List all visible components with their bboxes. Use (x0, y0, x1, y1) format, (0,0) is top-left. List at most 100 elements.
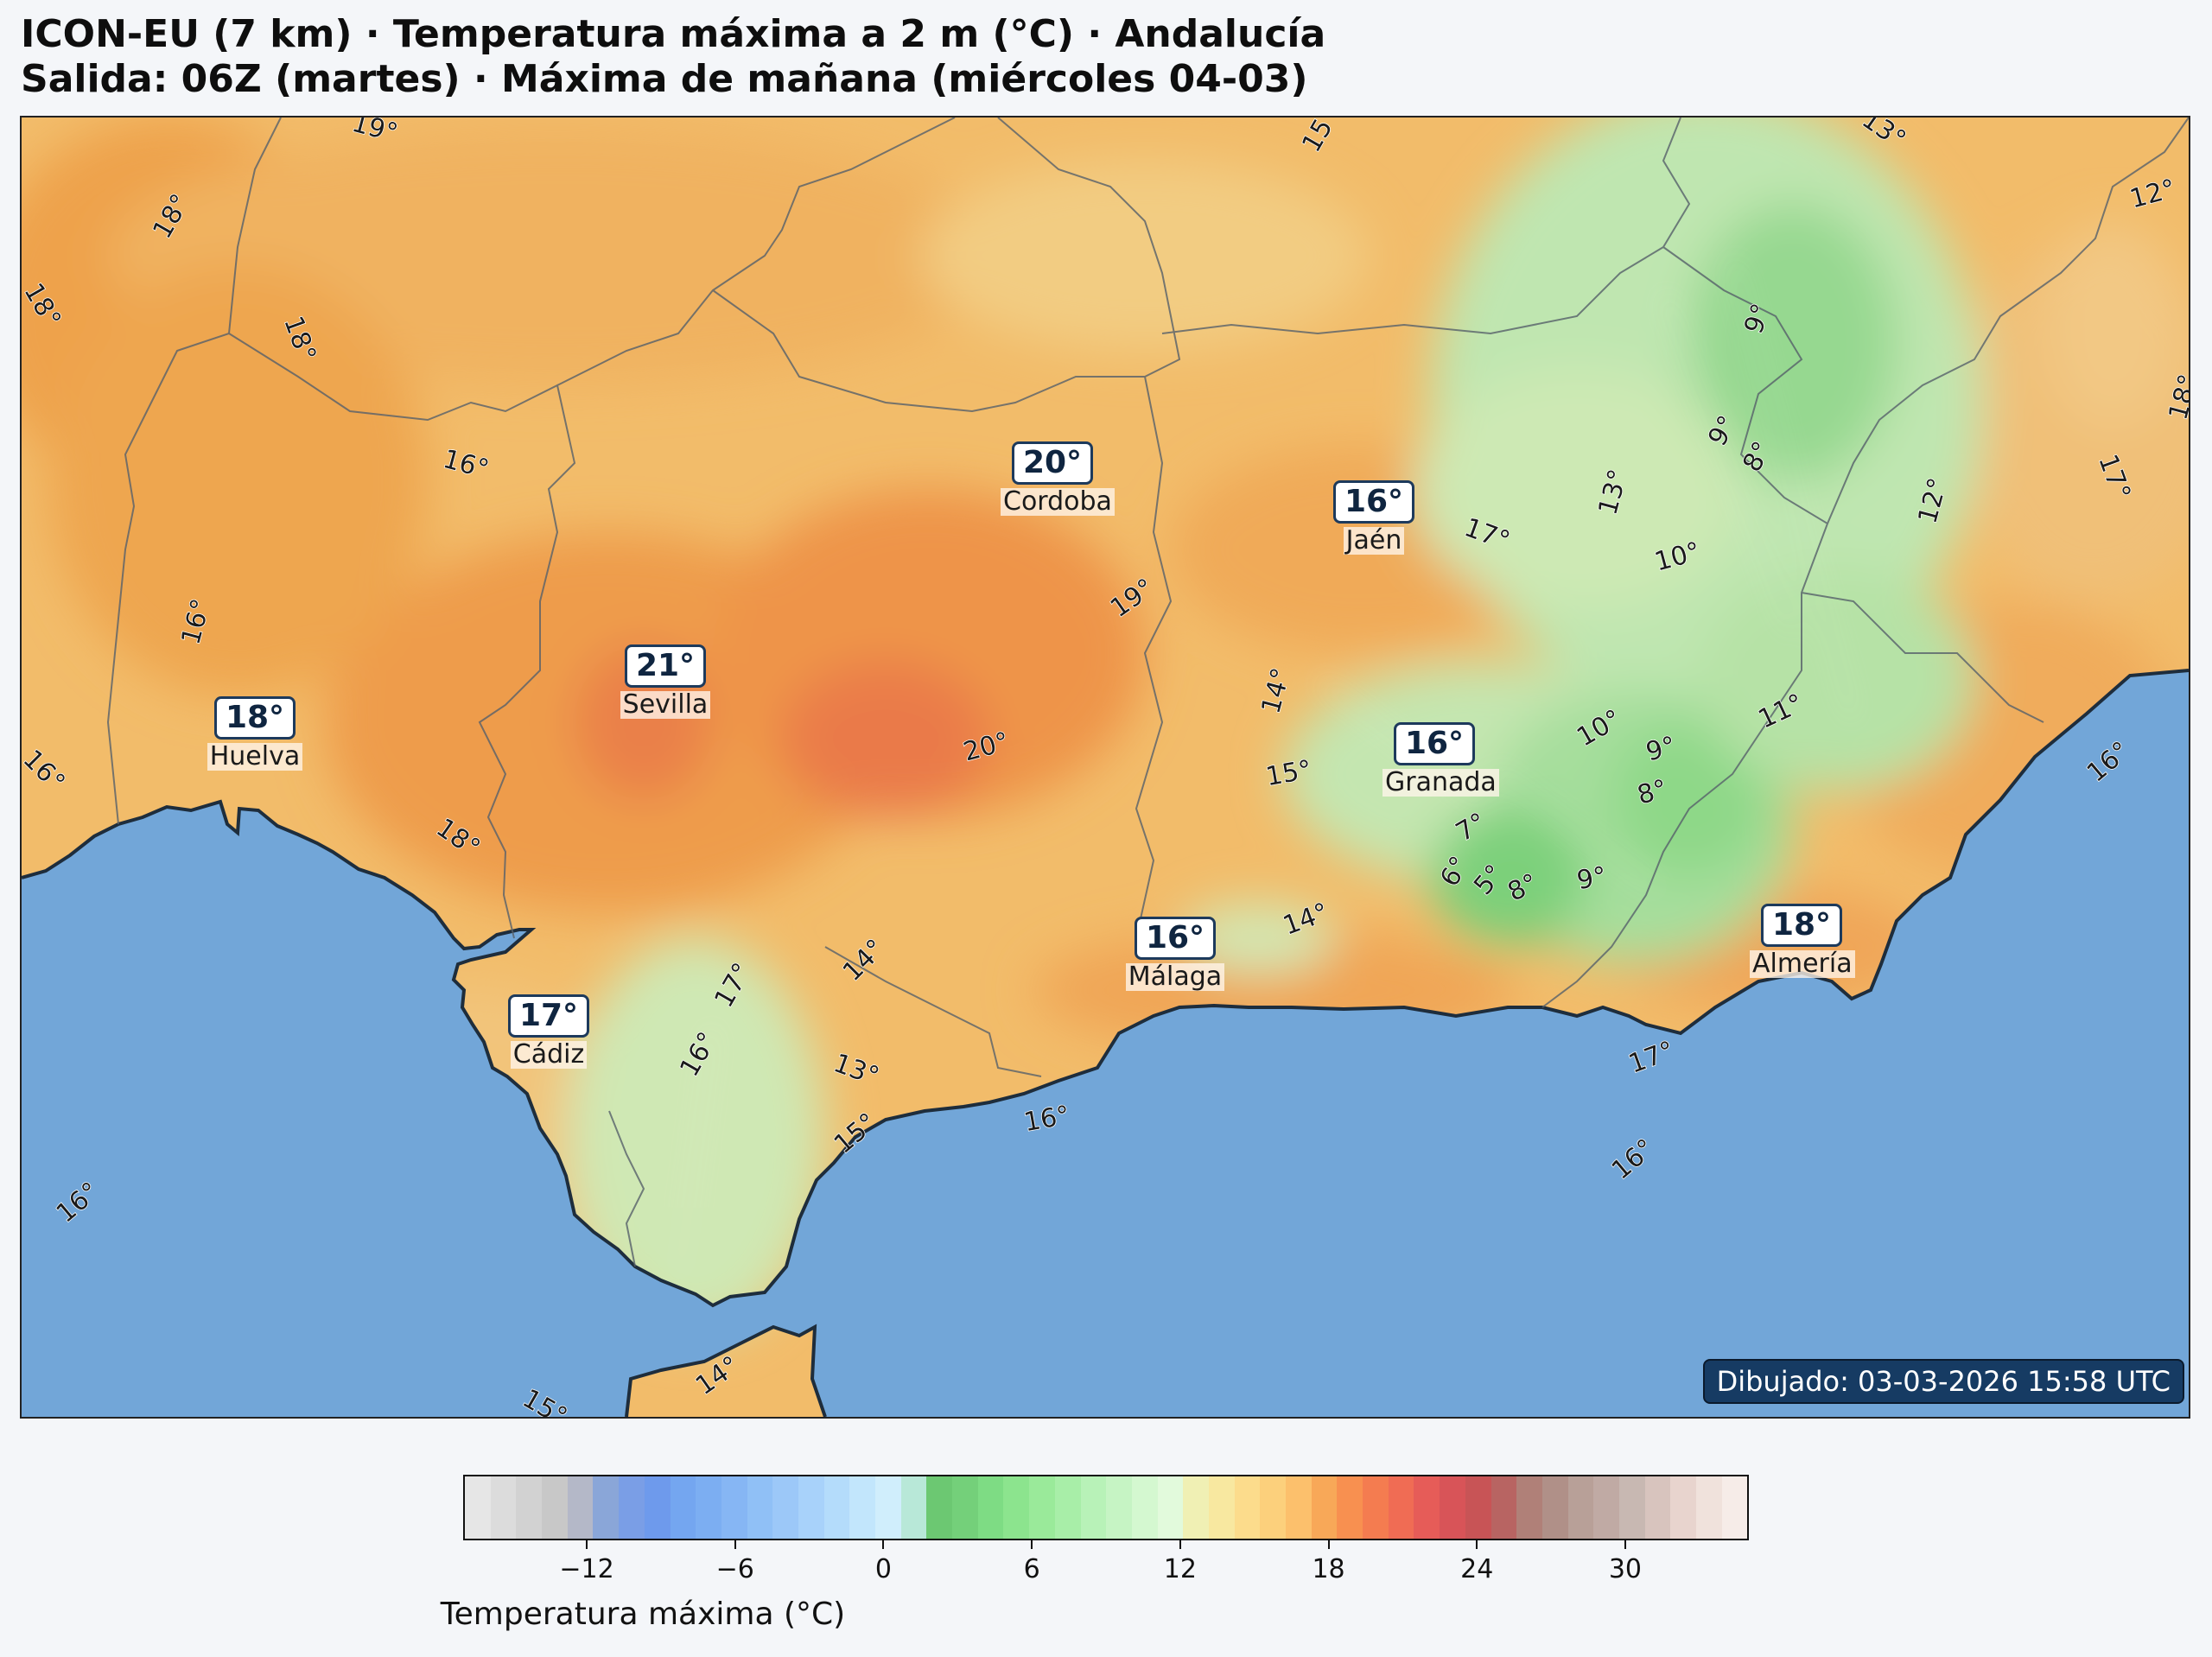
city-marker[interactable]: 16° Granada (1382, 722, 1499, 797)
colorbar-segment (977, 1476, 1004, 1539)
colorbar-segment (1491, 1476, 1517, 1539)
city-marker[interactable]: 16° Jaén (1322, 480, 1426, 555)
title-line-1: ICON-EU (7 km) · Temperatura máxima a 2 … (21, 12, 1326, 56)
colorbar-segment (1183, 1476, 1209, 1539)
colorbar-segment (516, 1476, 543, 1539)
colorbar-segment (747, 1476, 773, 1539)
colorbar-segment (490, 1476, 517, 1539)
city-marker[interactable]: 20° Cordoba (1001, 441, 1115, 516)
map-title: ICON-EU (7 km) · Temperatura máxima a 2 … (21, 12, 1325, 102)
map-panel[interactable]: 19° 18° 18° 18° 16° 16° 16° 18° 15° 13° … (20, 116, 2190, 1419)
colorbar-segment (567, 1476, 594, 1539)
colorbar-segment (619, 1476, 645, 1539)
colorbar-segment (696, 1476, 721, 1539)
city-temperature: 16° (1393, 722, 1476, 765)
colorbar-segment (900, 1476, 927, 1539)
city-marker[interactable]: 16° Málaga (1123, 917, 1227, 991)
city-temperature: 21° (624, 644, 707, 688)
colorbar-tick-mark (882, 1540, 885, 1549)
colorbar-segment (1414, 1476, 1440, 1539)
colorbar-segment (952, 1476, 978, 1539)
city-temperature: 18° (1760, 904, 1843, 947)
colorbar-tick-mark (1476, 1540, 1478, 1549)
colorbar-segment (1208, 1476, 1235, 1539)
colorbar-segment (1516, 1476, 1542, 1539)
city-marker[interactable]: 18° Almería (1750, 904, 1855, 978)
colorbar-tick-mark (586, 1540, 588, 1549)
colorbar-segment (1337, 1476, 1363, 1539)
colorbar-segment (1363, 1476, 1389, 1539)
colorbar-segment (1106, 1476, 1132, 1539)
colorbar-segment (1670, 1476, 1696, 1539)
city-name: Cádiz (510, 1041, 588, 1069)
colorbar-segment (1721, 1476, 1748, 1539)
colorbar (463, 1475, 1749, 1540)
colorbar-tick-label: 6 (1023, 1554, 1040, 1584)
city-temperature: 16° (1332, 480, 1415, 524)
coastline-africa (625, 1324, 827, 1417)
coastline (22, 669, 2189, 1308)
colorbar-tick-label: 12 (1163, 1554, 1197, 1584)
colorbar-tick-label: −6 (715, 1554, 754, 1584)
colorbar-segment (1157, 1476, 1184, 1539)
colorbar-segment (644, 1476, 671, 1539)
contour-label: 16° (1021, 1100, 1071, 1138)
city-temperature: 17° (507, 994, 590, 1038)
temperature-map: 19° 18° 18° 18° 16° 16° 16° 18° 15° 13° … (22, 117, 2189, 1417)
drawn-timestamp: Dibujado: 03-03-2026 15:58 UTC (1702, 1359, 2184, 1404)
city-marker[interactable]: 18° Huelva (203, 696, 307, 771)
colorbar-segment (1029, 1476, 1055, 1539)
colorbar-tick-label: 18 (1312, 1554, 1345, 1584)
colorbar-segment (823, 1476, 850, 1539)
colorbar-segment (1541, 1476, 1568, 1539)
colorbar-segment (798, 1476, 824, 1539)
colorbar-segment (1080, 1476, 1107, 1539)
colorbar-segment (1440, 1476, 1465, 1539)
colorbar-tick-label: 24 (1460, 1554, 1494, 1584)
city-marker[interactable]: 21° Sevilla (613, 644, 717, 719)
colorbar-tick-mark (1624, 1540, 1626, 1549)
city-name: Jaén (1343, 527, 1405, 555)
colorbar-tick-mark (1327, 1540, 1330, 1549)
colorbar-segment (875, 1476, 901, 1539)
colorbar-segment (1003, 1476, 1030, 1539)
colorbar-segment (1311, 1476, 1338, 1539)
contour-label: 9° (1574, 861, 1609, 896)
city-name: Cordoba (1001, 488, 1115, 516)
colorbar-segment (1567, 1476, 1594, 1539)
colorbar-segment (772, 1476, 798, 1539)
city-temperature: 18° (213, 696, 296, 740)
colorbar-tick-mark (734, 1540, 736, 1549)
colorbar-segment (1054, 1476, 1081, 1539)
city-temperature: 16° (1134, 917, 1217, 960)
colorbar-tick-label: 30 (1608, 1554, 1643, 1584)
colorbar-segment (1388, 1476, 1414, 1539)
colorbar-tick-label: 0 (874, 1554, 892, 1584)
colorbar-segment (1644, 1476, 1671, 1539)
city-name: Sevilla (620, 691, 711, 719)
colorbar-segment (1593, 1476, 1619, 1539)
colorbar-segment (926, 1476, 953, 1539)
city-name: Almería (1750, 950, 1855, 978)
colorbar-tick-mark (1179, 1540, 1181, 1549)
city-name: Málaga (1125, 963, 1225, 991)
colorbar-legend: −12 −6 0 6 12 18 24 30 (463, 1475, 1749, 1584)
colorbar-label: Temperatura máxima (°C) (440, 1597, 846, 1632)
city-name: Huelva (207, 743, 303, 771)
title-line-2: Salida: 06Z (martes) · Máxima de mañana … (21, 57, 1308, 101)
colorbar-segment (1618, 1476, 1645, 1539)
colorbar-segment (1465, 1476, 1491, 1539)
colorbar-segment (1696, 1476, 1722, 1539)
colorbar-segment (465, 1476, 491, 1539)
colorbar-segment (542, 1476, 568, 1539)
province-borders (106, 117, 2189, 1267)
city-name: Granada (1382, 769, 1499, 797)
colorbar-segment (849, 1476, 875, 1539)
colorbar-segment (1234, 1476, 1261, 1539)
city-marker[interactable]: 17° Cádiz (497, 994, 601, 1069)
colorbar-ticks: −12 −6 0 6 12 18 24 30 (463, 1540, 1749, 1584)
colorbar-tick-mark (1031, 1540, 1033, 1549)
colorbar-segment (670, 1476, 696, 1539)
colorbar-tick-label: −12 (559, 1554, 614, 1584)
colorbar-segment (721, 1476, 747, 1539)
